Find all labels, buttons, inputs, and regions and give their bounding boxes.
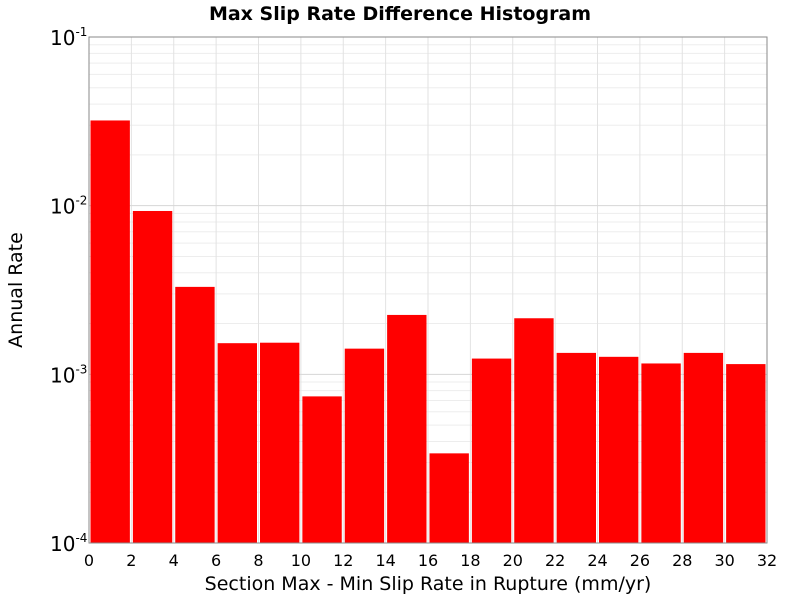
x-tick-label: 24 (587, 551, 607, 570)
bars (90, 120, 766, 543)
bar (302, 396, 342, 543)
x-axis-label: Section Max - Min Slip Rate in Rupture (… (205, 573, 652, 595)
x-axis-ticks: 0 2 4 6 8 10 12 14 16 18 20 22 24 26 28 30 32 (84, 551, 777, 570)
x-tick-label: 16 (418, 551, 438, 570)
bar (429, 453, 469, 543)
bar (132, 210, 173, 543)
bar (175, 286, 215, 543)
bar (260, 342, 300, 543)
chart-title: Max Slip Rate Difference Histogram (209, 3, 591, 25)
bar (387, 314, 427, 543)
x-tick-label: 4 (169, 551, 179, 570)
bar (726, 364, 766, 543)
plot-frame (88, 36, 768, 544)
x-tick-label: 0 (84, 551, 94, 570)
x-tick-label: 22 (545, 551, 565, 570)
x-tick-label: 12 (333, 551, 353, 570)
bar (683, 352, 724, 543)
x-tick-label: 6 (211, 551, 221, 570)
bar (599, 356, 639, 543)
y-axis-ticks: 10-4 10-3 10-2 10-1 (50, 25, 87, 556)
bar (514, 318, 554, 543)
x-tick-label: 28 (672, 551, 692, 570)
x-tick-label: 8 (253, 551, 263, 570)
y-tick-label: 10-2 (50, 194, 87, 219)
x-tick-label: 14 (375, 551, 395, 570)
x-tick-label: 18 (460, 551, 480, 570)
x-tick-label: 20 (503, 551, 523, 570)
x-tick-label: 2 (126, 551, 136, 570)
x-tick-label: 30 (714, 551, 734, 570)
bar (556, 352, 596, 543)
bar (217, 343, 257, 543)
x-tick-label: 32 (757, 551, 777, 570)
y-tick-label: 10-1 (50, 25, 87, 50)
bar (471, 358, 512, 543)
y-tick-label: 10-4 (50, 531, 87, 556)
bar (344, 348, 385, 543)
bar (90, 120, 130, 543)
bar (641, 363, 681, 543)
y-tick-label: 10-3 (50, 362, 87, 387)
x-tick-label: 10 (291, 551, 311, 570)
x-tick-label: 26 (630, 551, 650, 570)
y-axis-label: Annual Rate (5, 232, 27, 348)
